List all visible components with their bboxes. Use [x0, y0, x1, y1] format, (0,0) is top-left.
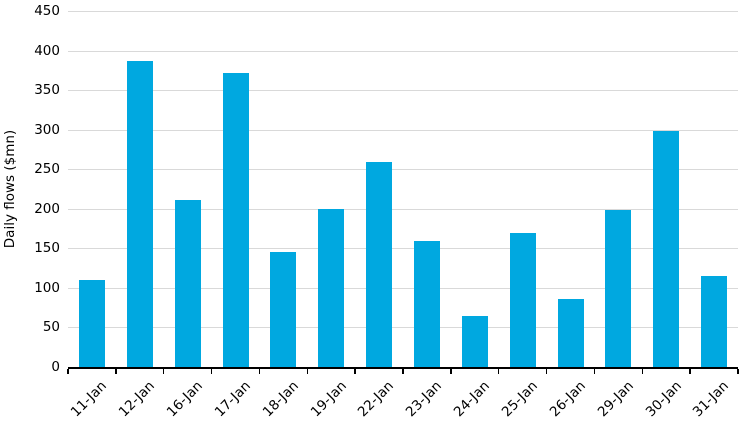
bar-16-Jan	[174, 200, 201, 367]
y-tick-label-350: 350	[34, 82, 60, 99]
x-tick-label-22-Jan: 22-Jan	[355, 378, 398, 421]
x-tick-label-29-Jan: 29-Jan	[594, 378, 637, 421]
y-tick-label-200: 200	[34, 200, 60, 217]
gridline-450	[68, 11, 738, 12]
y-tick-label-300: 300	[34, 121, 60, 138]
x-tick-label-24-Jan: 24-Jan	[450, 378, 494, 421]
x-tick-label-31-Jan: 31-Jan	[690, 378, 733, 421]
gridline-100	[68, 287, 738, 289]
x-tick-label-16-Jan: 16-Jan	[163, 378, 206, 421]
y-tick-label-400: 400	[34, 42, 60, 59]
bar-30-Jan	[653, 131, 680, 367]
gridline-300	[68, 129, 738, 131]
bar-29-Jan	[605, 210, 632, 367]
gridline-400	[68, 50, 738, 52]
bar-19-Jan	[318, 208, 345, 367]
y-axis-tick-labels: 0 50 100 150 200 250 300 350 400 450	[0, 0, 60, 424]
gridline-350	[68, 90, 738, 92]
y-tick-label-0: 0	[51, 359, 60, 375]
bar-23-Jan	[413, 241, 440, 367]
x-tick-10	[545, 369, 548, 374]
x-tick-13	[689, 369, 691, 374]
y-tick-label-250: 250	[34, 161, 60, 178]
bar-12-Jan	[126, 60, 153, 367]
bar-25-Jan	[509, 232, 536, 367]
x-tick-label-12-Jan: 12-Jan	[115, 378, 159, 421]
y-tick-label-50: 50	[42, 319, 60, 336]
x-tick-0	[67, 369, 69, 374]
gridline-150	[68, 248, 738, 250]
plot-area	[67, 11, 739, 374]
y-tick-label-150: 150	[34, 240, 60, 257]
gridline-50	[68, 327, 738, 329]
bar-17-Jan	[222, 72, 249, 367]
y-tick-label-100: 100	[34, 279, 60, 296]
x-tick-label-30-Jan: 30-Jan	[642, 378, 685, 421]
gridline-250	[68, 169, 738, 171]
x-tick-label-25-Jan: 25-Jan	[498, 378, 541, 421]
x-tick-label-18-Jan: 18-Jan	[259, 378, 302, 421]
x-tick-3	[210, 369, 213, 374]
bar-24-Jan	[461, 315, 488, 367]
bar-11-Jan	[78, 279, 105, 367]
x-tick-7	[402, 369, 404, 374]
bar-26-Jan	[557, 298, 584, 367]
x-tick-9	[497, 369, 500, 374]
x-tick-12	[641, 369, 644, 374]
x-tick-14	[737, 369, 739, 374]
x-tick-label-11-Jan: 11-Jan	[68, 378, 111, 421]
x-tick-label-19-Jan: 19-Jan	[307, 378, 350, 421]
x-tick-5	[306, 369, 309, 374]
gridline-200	[68, 208, 738, 210]
bar-18-Jan	[270, 252, 297, 367]
x-tick-8	[450, 369, 452, 374]
x-tick-11	[593, 369, 596, 374]
y-tick-label-450: 450	[34, 3, 60, 19]
bar-31-Jan	[701, 276, 728, 367]
x-tick-label-23-Jan: 23-Jan	[403, 378, 446, 421]
x-tick-2	[162, 369, 165, 374]
x-tick-1	[115, 369, 117, 374]
x-tick-label-17-Jan: 17-Jan	[211, 378, 254, 421]
x-tick-6	[354, 369, 356, 374]
x-tick-4	[258, 369, 261, 374]
bar-22-Jan	[366, 162, 393, 367]
x-tick-label-26-Jan: 26-Jan	[546, 378, 589, 421]
